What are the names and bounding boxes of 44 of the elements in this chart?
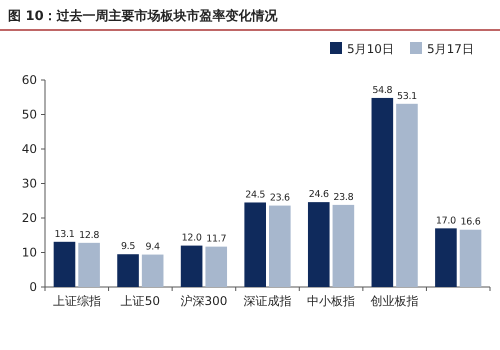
y-tick-label: 40 xyxy=(22,142,37,156)
bar xyxy=(117,254,139,287)
data-label: 24.5 xyxy=(245,189,266,200)
data-label: 16.6 xyxy=(460,216,481,228)
data-label: 12.8 xyxy=(79,230,100,241)
bar xyxy=(78,242,100,287)
y-tick-label: 60 xyxy=(22,73,37,87)
y-tick-label: 50 xyxy=(22,108,37,122)
data-label: 11.7 xyxy=(206,234,226,245)
legend-label: 5月17日 xyxy=(427,42,474,56)
x-tick-label: 中小板指 xyxy=(307,294,356,308)
x-tick-label: 沪深300 xyxy=(180,294,228,308)
bar xyxy=(180,246,202,287)
bar xyxy=(332,204,354,287)
data-label: 9.5 xyxy=(120,241,136,252)
bar xyxy=(308,202,330,287)
x-tick-label: 上证综指 xyxy=(52,294,101,308)
data-label: 53.1 xyxy=(396,90,418,102)
data-label: 17.0 xyxy=(436,215,456,226)
data-label: 23.6 xyxy=(270,192,290,204)
y-tick-label: 0 xyxy=(29,280,37,294)
data-label: 12.0 xyxy=(182,232,202,244)
data-label: 23.8 xyxy=(333,192,354,203)
data-label: 54.8 xyxy=(372,84,393,96)
x-tick-label: 深证成指 xyxy=(244,294,292,308)
bar xyxy=(396,104,418,287)
bar xyxy=(460,230,482,287)
bar xyxy=(142,254,164,287)
y-tick-label: 20 xyxy=(22,211,37,225)
bar xyxy=(244,202,266,287)
data-label: 9.4 xyxy=(146,242,160,253)
title: 图 10：过去一周主要市场板块市盈率变化情况 xyxy=(8,9,278,24)
bar xyxy=(372,98,394,287)
bar xyxy=(269,206,291,287)
bar xyxy=(205,246,228,287)
bar xyxy=(54,242,76,287)
x-tick-label: 上证50 xyxy=(120,294,160,308)
y-tick-label: 10 xyxy=(22,246,37,260)
bar xyxy=(435,228,457,287)
data-label: 13.1 xyxy=(54,228,75,240)
legend-label: 5月10日 xyxy=(347,42,394,56)
data-label: 24.6 xyxy=(308,189,329,200)
y-tick-label: 30 xyxy=(22,176,37,190)
x-tick-label: 创业板指 xyxy=(370,294,419,308)
